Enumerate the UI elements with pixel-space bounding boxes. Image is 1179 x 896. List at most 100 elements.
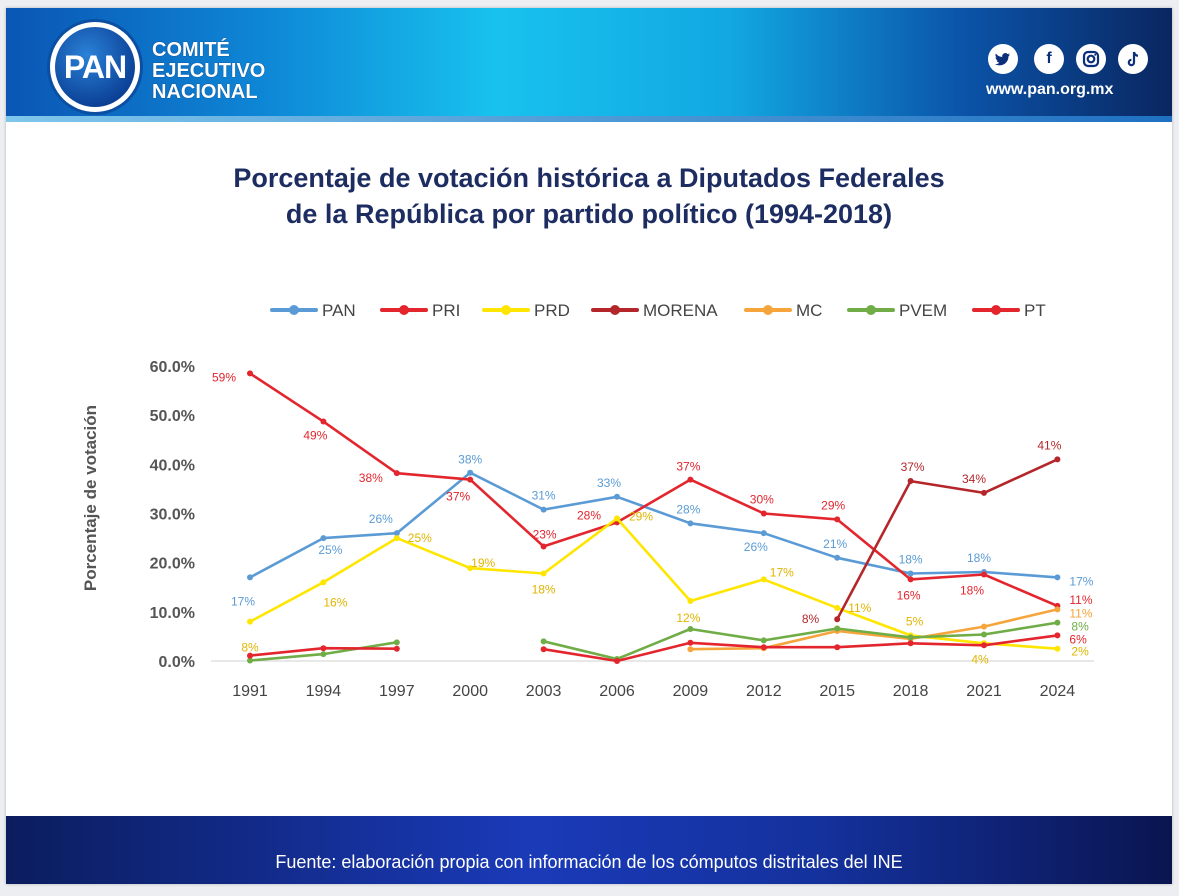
data-label-pri: 38% — [359, 471, 383, 485]
data-label-prd: 4% — [971, 652, 989, 666]
facebook-icon[interactable]: f — [1034, 44, 1064, 74]
data-label-pan: 33% — [597, 476, 621, 490]
data-point-prd — [247, 618, 253, 625]
data-point-pan — [614, 493, 620, 500]
data-point-mc — [1054, 606, 1061, 613]
data-label-pan: 28% — [676, 502, 700, 516]
legend-label-prd: PRD — [534, 301, 570, 320]
data-point-pvem — [540, 638, 547, 645]
data-label-prd: 18% — [532, 582, 556, 596]
data-label-pri: 16% — [897, 588, 921, 602]
data-label-pri: 18% — [960, 583, 984, 597]
data-label-prd: 11% — [848, 601, 871, 615]
data-point-pt — [907, 640, 914, 647]
org-line-3: NACIONAL — [152, 81, 258, 103]
data-point-pt — [247, 652, 253, 659]
data-label-pan: 21% — [823, 537, 847, 551]
data-label-pan: 26% — [744, 540, 768, 554]
x-tick-label: 2024 — [1040, 683, 1076, 700]
series-line-pri — [249, 372, 1058, 608]
y-tick-label: 60.0% — [150, 359, 195, 376]
data-point-pan — [907, 570, 914, 577]
data-point-prd — [614, 515, 620, 522]
data-point-pt — [1054, 632, 1061, 639]
series-line-pt — [543, 634, 1058, 663]
header-banner: PAN COMITÉ EJECUTIVO NACIONAL f www.pan.… — [6, 8, 1172, 122]
data-label-pri: 59% — [212, 370, 236, 384]
footer-source: Fuente: elaboración propia con informaci… — [275, 852, 903, 872]
data-point-morena — [834, 616, 841, 623]
legend-label-pan: PAN — [322, 301, 356, 320]
website-url[interactable]: www.pan.org.mx — [986, 81, 1114, 98]
legend-marker-pvem — [866, 305, 876, 315]
data-label-pri: 23% — [533, 527, 557, 541]
series-line-prd — [249, 517, 1058, 650]
y-tick-label: 50.0% — [150, 408, 195, 425]
x-tick-label: 1991 — [232, 683, 268, 700]
legend-label-pt: PT — [1024, 301, 1046, 320]
series-line-mc — [690, 608, 1058, 651]
data-point-pt — [981, 642, 987, 649]
data-label-pt: 6% — [1069, 632, 1087, 646]
data-point-pt — [614, 658, 620, 664]
data-point-pvem — [393, 639, 400, 646]
data-point-pri — [467, 476, 474, 483]
data-label-pan: 18% — [899, 552, 923, 566]
data-label-pri: 29% — [821, 498, 845, 512]
data-point-prd — [320, 579, 327, 586]
data-label-prd: 29% — [629, 509, 653, 523]
legend-marker-prd — [501, 305, 511, 315]
instagram-icon[interactable] — [1076, 44, 1106, 74]
data-label-prd: 19% — [471, 556, 495, 570]
x-tick-label: 1994 — [306, 683, 342, 700]
data-point-prd — [393, 535, 400, 542]
legend-label-pri: PRI — [432, 301, 460, 320]
chart-title: Porcentaje de votación histórica a Diput… — [6, 160, 1172, 232]
data-point-pan — [467, 469, 474, 476]
data-point-pan — [687, 520, 694, 527]
data-label-morena: 37% — [901, 460, 925, 474]
y-tick-label: 30.0% — [150, 507, 195, 524]
data-point-pri — [981, 571, 987, 578]
data-label-pan: 26% — [369, 512, 393, 526]
org-line-1: COMITÉ — [152, 39, 230, 61]
data-point-pan — [247, 574, 253, 581]
data-point-morena — [981, 489, 987, 496]
data-point-pt — [687, 639, 694, 646]
footer-banner: Fuente: elaboración propia con informaci… — [6, 816, 1172, 884]
tiktok-icon[interactable] — [1118, 44, 1148, 74]
organization-name: COMITÉ EJECUTIVO NACIONAL — [152, 40, 265, 103]
data-point-morena — [1054, 456, 1061, 463]
data-point-morena — [907, 478, 914, 485]
data-label-pri: 49% — [303, 429, 327, 443]
data-point-pri — [320, 418, 327, 425]
data-point-pan — [834, 554, 841, 561]
x-tick-label: 2012 — [746, 683, 782, 700]
data-point-pvem — [907, 634, 914, 641]
y-axis-title: Porcentaje de votación — [81, 405, 100, 591]
org-line-2: EJECUTIVO — [152, 60, 266, 82]
twitter-icon[interactable] — [988, 44, 1018, 74]
data-point-pri — [247, 370, 253, 377]
data-point-pt — [540, 646, 547, 653]
slide-frame: PAN COMITÉ EJECUTIVO NACIONAL f www.pan.… — [6, 8, 1172, 884]
data-point-prd — [540, 570, 547, 577]
y-tick-label: 0.0% — [159, 654, 195, 671]
data-label-prd: 12% — [676, 611, 700, 625]
data-label-pan: 17% — [1069, 574, 1093, 588]
data-point-pvem — [687, 626, 694, 633]
data-label-prd: 8% — [241, 641, 259, 655]
y-tick-label: 10.0% — [150, 605, 195, 622]
x-tick-label: 2018 — [893, 683, 929, 700]
line-chart: 0.0% 10.0% 20.0% 30.0% 40.0% 50.0% 60.0% 1991 19… — [81, 301, 1094, 700]
data-point-mc — [981, 623, 987, 630]
data-point-pvem — [1054, 619, 1061, 626]
x-tick-label: 2006 — [599, 683, 635, 700]
data-label-prd: 2% — [1071, 645, 1089, 659]
data-point-pt — [834, 644, 841, 651]
data-point-pvem — [981, 631, 987, 638]
data-label-pan: 38% — [458, 453, 482, 467]
x-tick-label: 2000 — [452, 683, 488, 700]
data-label-prd: 25% — [408, 531, 432, 545]
legend-marker-morena — [610, 305, 620, 315]
